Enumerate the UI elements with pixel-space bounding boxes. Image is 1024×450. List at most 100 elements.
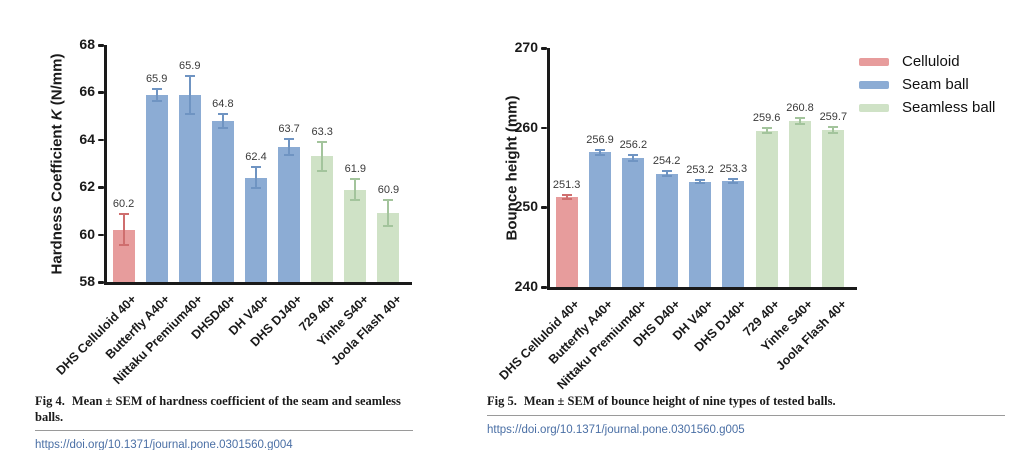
error-bar-cap <box>251 187 261 190</box>
error-bar-line <box>832 127 835 133</box>
error-bar-line <box>732 179 735 184</box>
error-bar-line <box>221 113 224 128</box>
figure-5-label: Fig 5. <box>487 394 517 408</box>
caption-divider <box>487 414 1005 416</box>
bar-value-label: 256.2 <box>619 138 648 151</box>
error-bar-line <box>354 178 357 201</box>
error-bar-cap <box>728 178 739 181</box>
bounce-height-chart: 240 250 260 270 Bounce height (mm) 251.3 DHS C… <box>487 0 1024 392</box>
error-bar-line <box>188 75 191 114</box>
error-bar-cap <box>695 182 705 185</box>
error-bar-cap <box>317 141 328 144</box>
bar-seamless <box>755 130 778 287</box>
error-bar-cap <box>284 154 295 157</box>
error-bar-cap <box>383 225 394 228</box>
y-tick-label: 62 <box>79 178 95 195</box>
error-bar-line <box>599 149 601 155</box>
bar-celluloid <box>555 196 578 287</box>
bar-seam <box>178 94 201 282</box>
error-bar-line <box>765 128 768 134</box>
error-bar-cap <box>761 127 772 130</box>
error-bar-line <box>699 180 701 184</box>
caption-divider <box>35 430 413 432</box>
y-axis-title-segment: (N/mm) <box>48 53 66 109</box>
bar-value-label: 259.6 <box>752 112 781 125</box>
figure-4-label: Fig 4. <box>35 394 65 408</box>
error-bar-line <box>155 88 158 101</box>
hardness-coefficient-chart: 58 60 62 64 66 68 Hardness Coefficient K (N/mm… <box>35 0 460 392</box>
y-tick-label: 64 <box>79 130 95 147</box>
figure-5-caption-text: Mean ± SEM of bounce height of nine type… <box>523 394 836 408</box>
bar-seam <box>722 181 745 287</box>
bar-value-label: 260.8 <box>786 102 814 115</box>
y-axis-title: Hardness Coefficient K (N/mm) <box>49 53 66 274</box>
bar-seamless <box>344 189 367 282</box>
figure-5-caption: Fig 5. Mean ± SEM of bounce height of nin… <box>487 394 1005 436</box>
legend-label: Celluloid <box>902 53 960 70</box>
legend-label: Seamless ball <box>902 99 996 116</box>
error-bar-cap <box>217 112 228 115</box>
y-tick-mark <box>98 91 104 94</box>
bar-seamless <box>311 156 334 282</box>
bar-seam <box>689 181 711 287</box>
legend-item: Seamless ball <box>859 96 995 119</box>
error-bar-cap <box>350 199 361 202</box>
bar-value-label: 61.9 <box>344 162 367 175</box>
y-tick-label: 68 <box>79 36 95 52</box>
error-bar-cap <box>118 244 129 247</box>
error-bar-cap <box>695 179 705 182</box>
error-bar-cap <box>383 199 394 202</box>
bar-seamless <box>822 130 845 287</box>
bar-value-label: 63.7 <box>278 122 300 135</box>
legend-item: Celluloid <box>859 50 995 73</box>
error-bar-cap <box>795 117 805 120</box>
bar-value-label: 60.2 <box>112 198 135 211</box>
error-bar-cap <box>828 131 839 134</box>
legend-item: Seam ball <box>859 73 995 96</box>
y-tick-mark <box>98 233 104 237</box>
bar-seam <box>145 94 168 282</box>
bar-value-label: 254.2 <box>652 155 681 168</box>
y-axis-title-segment: Bounce height (mm) <box>503 95 521 240</box>
x-axis-line <box>547 287 857 290</box>
bar-value-label: 259.7 <box>819 111 848 124</box>
error-bar-line <box>387 200 390 227</box>
y-tick-label: 66 <box>79 83 95 100</box>
bar-seamless <box>377 213 400 282</box>
bar-value-label: 62.4 <box>245 151 267 164</box>
y-tick-mark <box>541 206 547 209</box>
bar-seam <box>622 157 645 287</box>
error-bar-line <box>288 138 291 156</box>
y-tick-label: 260 <box>514 118 538 135</box>
legend-label: Seam ball <box>902 76 969 93</box>
bar-seam <box>245 177 267 282</box>
bar-seamless <box>789 121 811 287</box>
figure-5-doi-link[interactable]: https://doi.org/10.1371/journal.pone.030… <box>487 423 745 436</box>
y-tick-label: 250 <box>514 198 538 215</box>
y-tick-mark <box>541 126 547 130</box>
figure-4-caption: Fig 4. Mean ± SEM of hardness coefficient… <box>35 394 413 450</box>
error-bar-cap <box>628 160 639 163</box>
error-bar-cap <box>151 87 162 90</box>
chart-legend: Celluloid Seam ball Seamless ball <box>859 50 995 119</box>
y-tick-label: 58 <box>79 273 95 289</box>
error-bar-cap <box>151 99 162 102</box>
y-axis-title-segment: K <box>48 108 66 120</box>
bar-value-label: 256.9 <box>586 133 614 146</box>
bar-seam <box>655 173 678 287</box>
y-tick-mark <box>98 186 104 189</box>
y-axis-line <box>547 48 550 290</box>
error-bar-cap <box>184 74 195 77</box>
y-axis-line <box>104 45 107 285</box>
y-tick-label: 60 <box>79 225 95 242</box>
bar-celluloid <box>112 229 135 282</box>
figure-4-doi-link[interactable]: https://doi.org/10.1371/journal.pone.030… <box>35 439 293 450</box>
error-bar-line <box>632 154 635 162</box>
error-bar-cap <box>761 132 772 135</box>
bar-value-label: 64.8 <box>212 97 234 110</box>
figure-4-caption-text: Mean ± SEM of hardness coefficient of th… <box>35 394 401 424</box>
y-tick-mark <box>98 281 104 284</box>
y-axis-title-segment: Hardness Coefficient <box>48 119 66 274</box>
bar-value-label: 253.2 <box>686 164 714 177</box>
error-bar-cap <box>561 193 572 196</box>
